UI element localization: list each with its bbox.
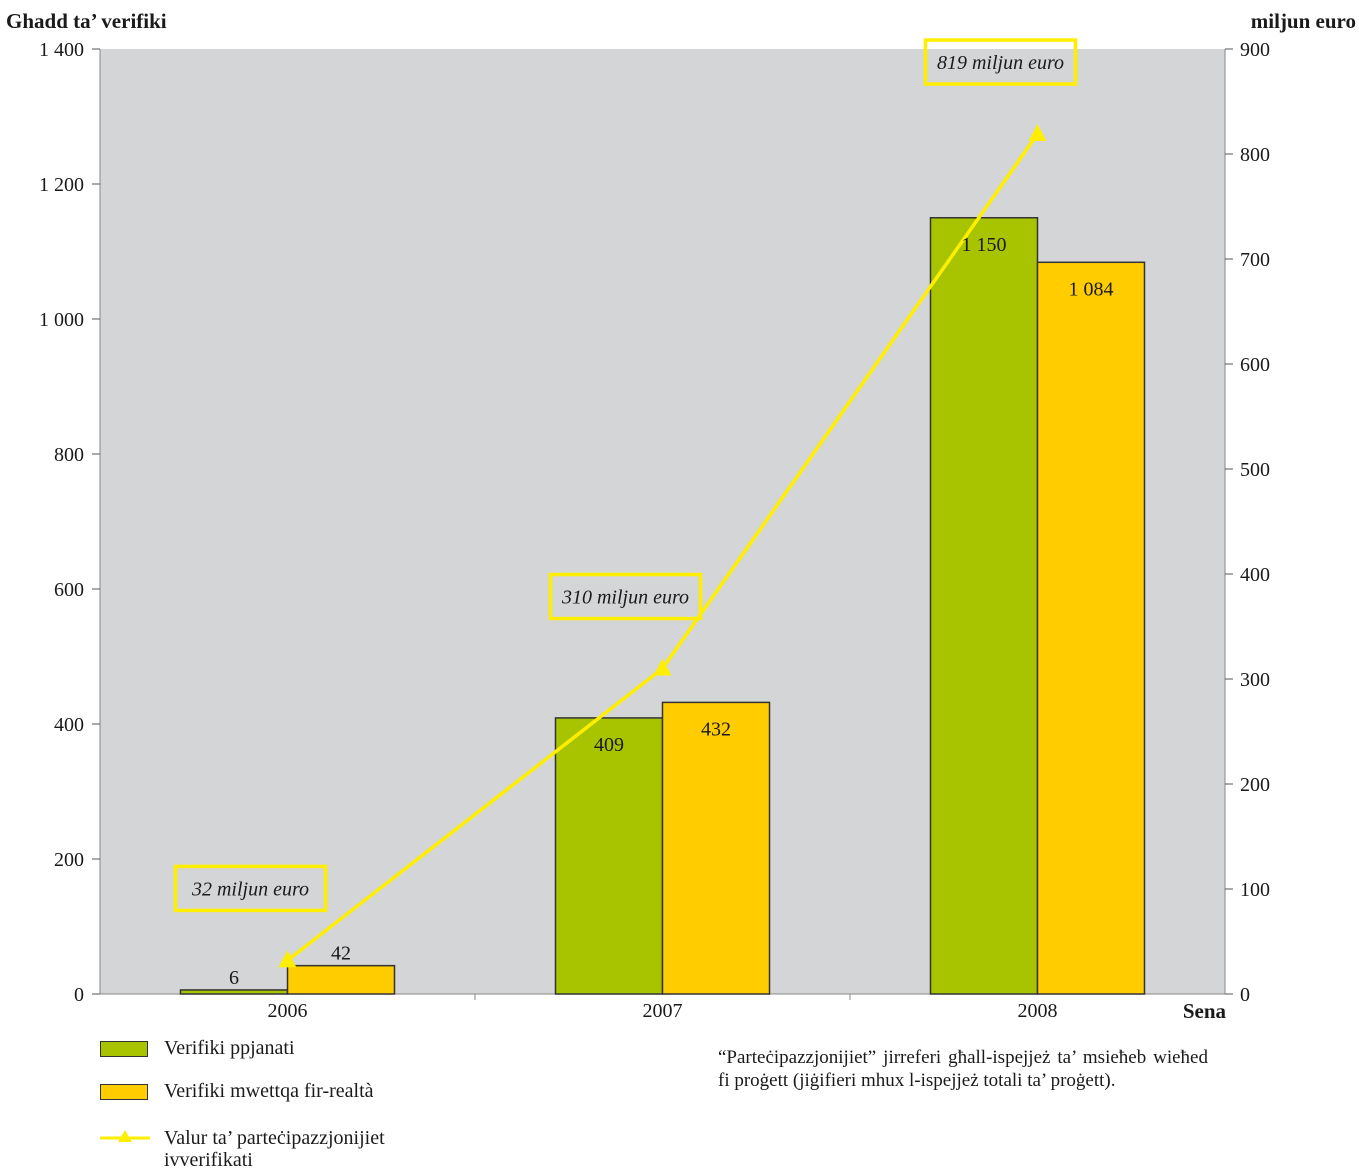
legend-label-performed: Verifiki mwettqa fir-realtà [164,1080,374,1102]
line-value-label: 310 miljun euro [561,587,689,609]
left-axis-title: Ghadd ta’ verifiki [6,9,167,33]
right-tick-label: 100 [1240,879,1270,901]
line-marker [278,950,297,968]
bar-value-label: 42 [331,943,351,965]
line-value-label: 819 miljun euro [937,52,1064,74]
line-marker [653,658,672,676]
line-value-box [548,572,703,621]
x-tick-label: 2008 [1018,1000,1058,1022]
right-tick-label: 700 [1240,249,1270,271]
legend-label-planned: Verifiki ppjanati [164,1037,295,1059]
footnote: “Parteċipazzjonijiet” jirreferi għall-is… [718,1047,1208,1091]
line-marker [1028,124,1047,142]
bar-planned [554,717,664,995]
bar-planned [179,989,289,995]
right-tick-label: 200 [1240,774,1270,796]
legend-swatch-performed [100,1084,148,1100]
left-tick-label: 1 400 [39,39,84,61]
right-tick-label: 0 [1240,984,1250,1006]
left-tick-label: 0 [74,984,84,1006]
bar-value-label: 409 [594,734,624,756]
bar-performed [661,701,771,995]
right-tick-label: 600 [1240,354,1270,376]
bar-value-label: 1 084 [1069,278,1114,300]
line-value-box [173,864,328,913]
right-tick-label: 500 [1240,459,1270,481]
bar-performed [286,964,396,995]
legend-swatch-planned [100,1041,148,1057]
left-tick-label: 1 200 [39,174,84,196]
bar-planned [929,217,1039,995]
right-axis-title: miljun euro [1251,9,1356,33]
line-value-box [923,38,1078,86]
left-tick-label: 400 [54,714,84,736]
right-tick-label: 400 [1240,564,1270,586]
right-tick-label: 800 [1240,144,1270,166]
left-tick-label: 800 [54,444,84,466]
legend-label-line: Valur ta’ parteċipazzjonijiet ivverifika… [164,1127,385,1171]
right-tick-label: 300 [1240,669,1270,691]
bar-performed [1036,261,1146,995]
x-axis-title: Sena [1183,999,1227,1023]
right-tick-label: 900 [1240,39,1270,61]
left-tick-label: 600 [54,579,84,601]
left-tick-label: 200 [54,849,84,871]
left-tick-label: 1 000 [39,309,84,331]
bar-value-label: 432 [701,718,731,740]
line-value-label: 32 miljun euro [191,878,309,900]
x-tick-label: 2006 [268,1000,308,1022]
x-tick-label: 2007 [643,1000,683,1022]
legend-swatch-line [100,1130,150,1142]
bar-value-label: 6 [229,967,239,989]
bar-value-label: 1 150 [962,234,1007,256]
